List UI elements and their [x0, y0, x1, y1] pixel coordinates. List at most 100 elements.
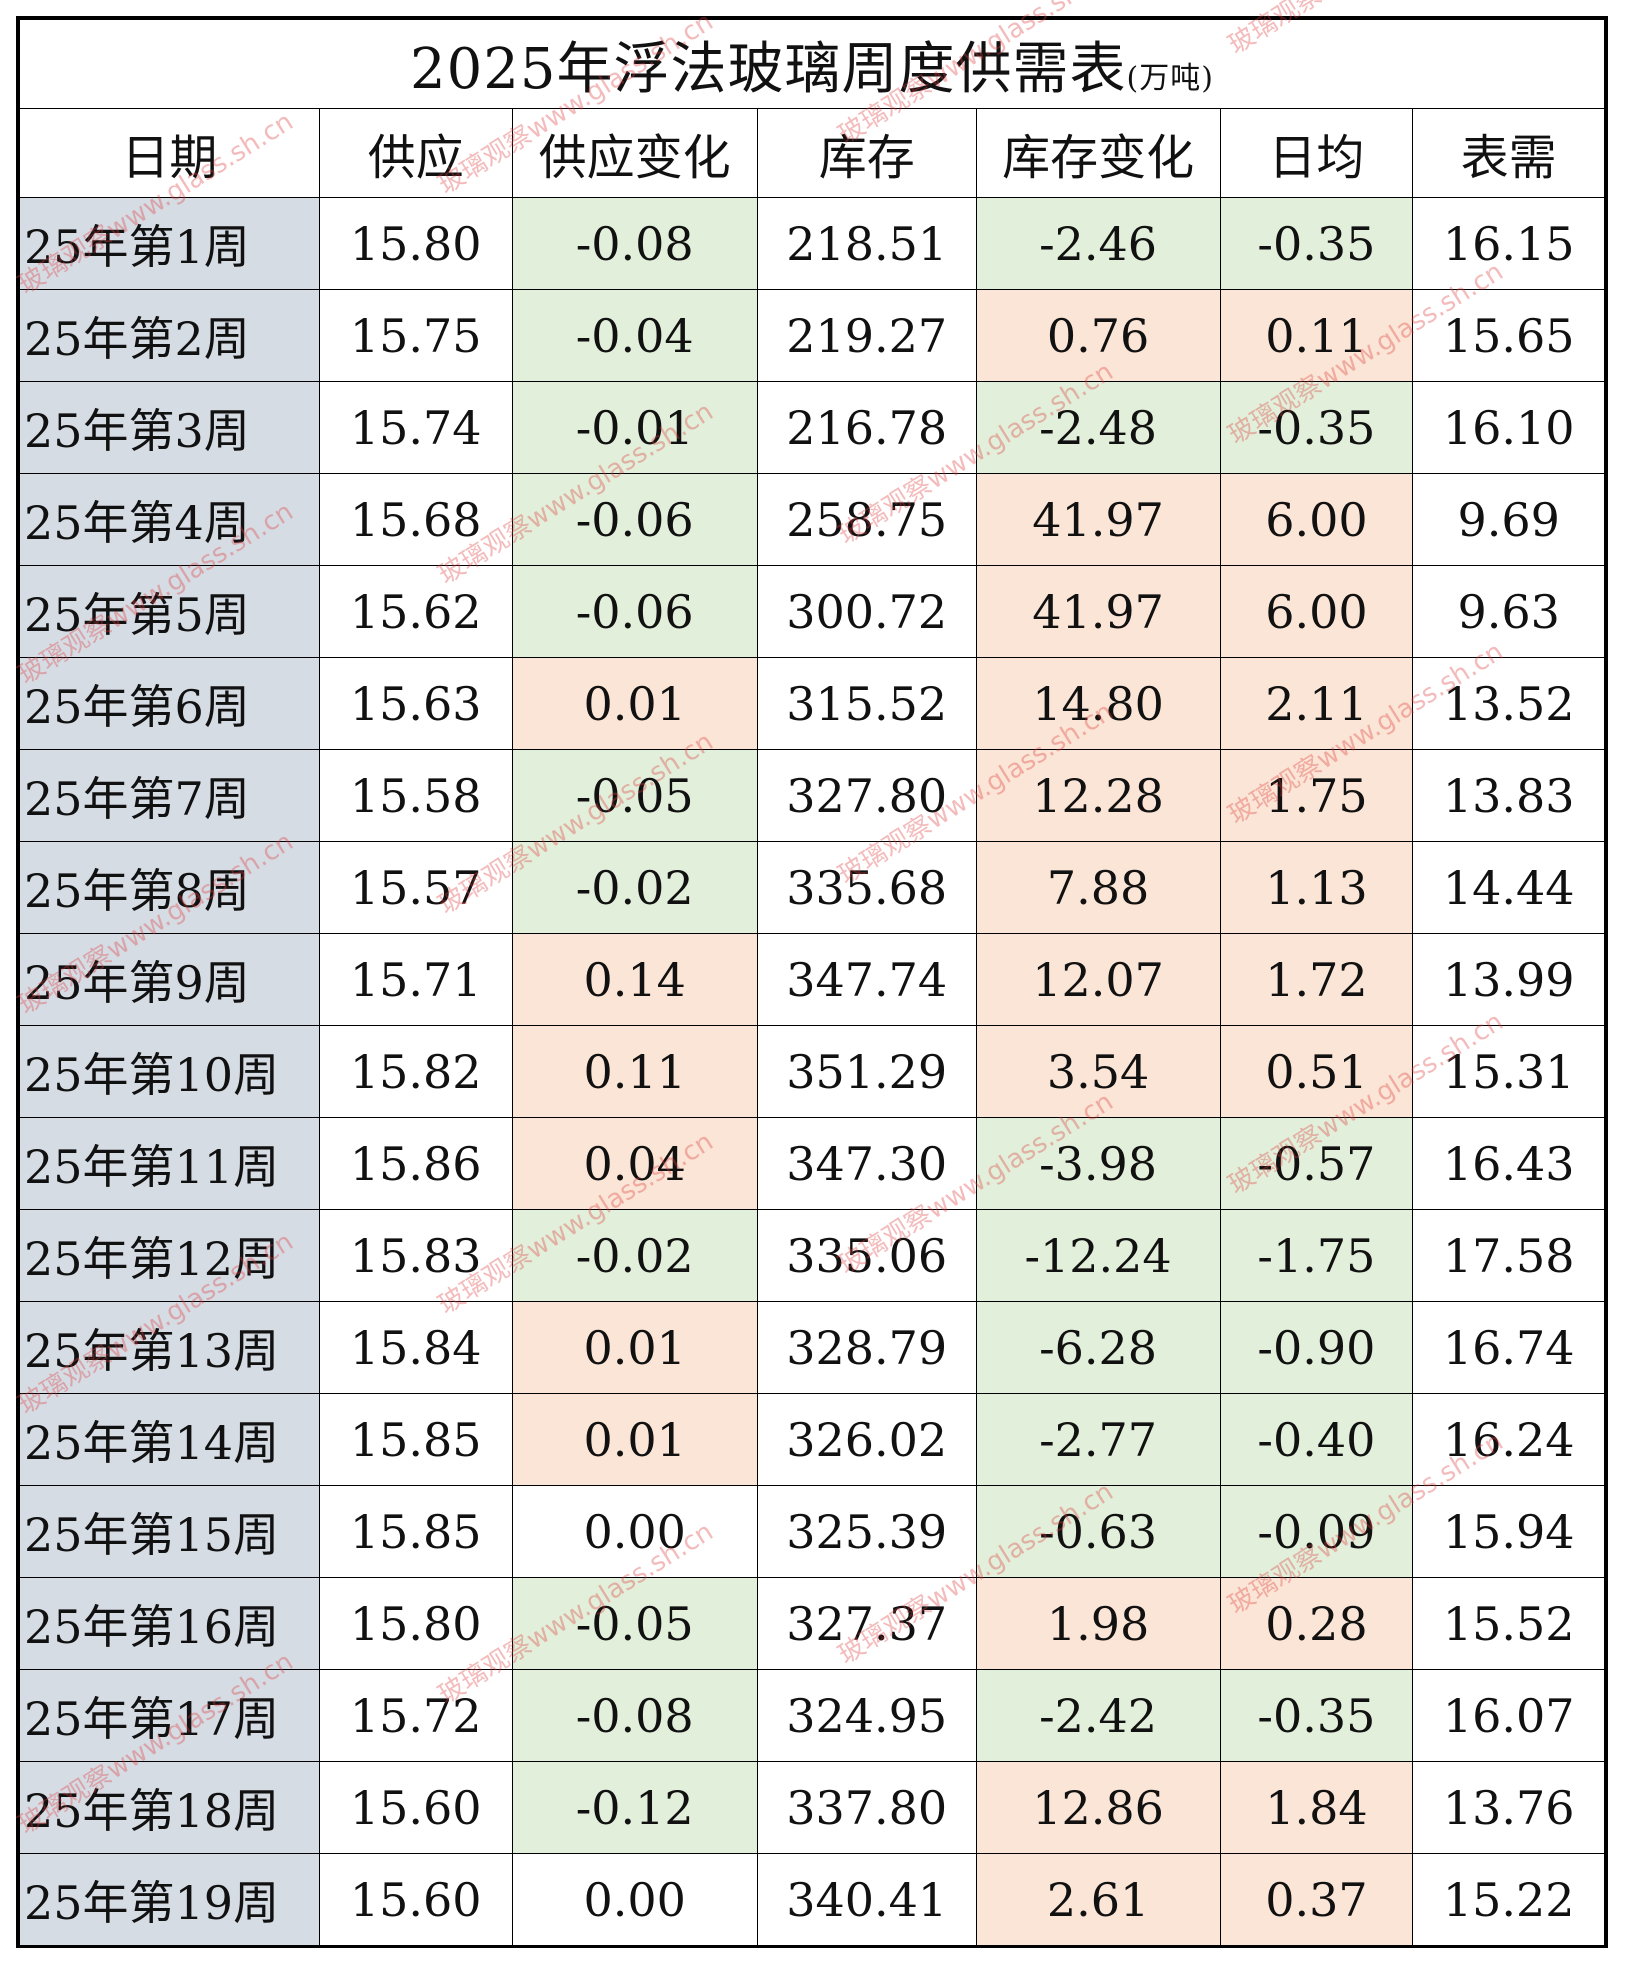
stock-cell: 218.51 — [756, 197, 977, 290]
supply-change-cell: 0.00 — [511, 1853, 758, 1946]
stock-cell: 335.68 — [756, 841, 977, 934]
supply-change-cell: -0.06 — [511, 565, 758, 658]
stock-change-cell: 2.61 — [975, 1853, 1221, 1946]
supply-change-cell: -0.02 — [511, 841, 758, 934]
daily-cell: -1.75 — [1219, 1209, 1414, 1302]
stock-change-cell: 41.97 — [975, 565, 1221, 658]
date-cell: 25年第10周 — [19, 1025, 320, 1118]
demand-cell: 16.15 — [1412, 197, 1605, 290]
supply-change-cell: 0.01 — [511, 1301, 758, 1394]
demand-cell: 9.63 — [1412, 565, 1605, 658]
date-cell: 25年第2周 — [19, 289, 320, 382]
header-date: 日期 — [19, 108, 320, 198]
supply-cell: 15.85 — [318, 1485, 513, 1578]
date-cell: 25年第1周 — [19, 197, 320, 290]
supply-change-cell: -0.02 — [511, 1209, 758, 1302]
stock-change-cell: -2.46 — [975, 197, 1221, 290]
supply-change-cell: -0.05 — [511, 749, 758, 842]
stock-cell: 335.06 — [756, 1209, 977, 1302]
demand-cell: 15.22 — [1412, 1853, 1605, 1946]
date-cell: 25年第15周 — [19, 1485, 320, 1578]
stock-change-cell: -12.24 — [975, 1209, 1221, 1302]
supply-change-cell: 0.01 — [511, 1393, 758, 1486]
stock-cell: 326.02 — [756, 1393, 977, 1486]
demand-cell: 15.94 — [1412, 1485, 1605, 1578]
header-supply-change: 供应变化 — [511, 108, 758, 198]
supply-change-cell: -0.12 — [511, 1761, 758, 1854]
supply-change-cell: 0.04 — [511, 1117, 758, 1210]
demand-cell: 13.83 — [1412, 749, 1605, 842]
supply-change-cell: -0.05 — [511, 1577, 758, 1670]
demand-cell: 9.69 — [1412, 473, 1605, 566]
header-stock-change: 库存变化 — [975, 108, 1221, 198]
header-stock: 库存 — [756, 108, 977, 198]
supply-cell: 15.84 — [318, 1301, 513, 1394]
date-cell: 25年第12周 — [19, 1209, 320, 1302]
table-row: 25年第6周 15.63 0.01 315.52 14.80 2.11 13.52 — [19, 657, 1605, 750]
header-supply: 供应 — [318, 108, 513, 198]
stock-change-cell: -0.63 — [975, 1485, 1221, 1578]
stock-cell: 325.39 — [756, 1485, 977, 1578]
daily-cell: -0.40 — [1219, 1393, 1414, 1486]
table-row: 25年第5周 15.62 -0.06 300.72 41.97 6.00 9.63 — [19, 565, 1605, 658]
stock-change-cell: -3.98 — [975, 1117, 1221, 1210]
supply-cell: 15.74 — [318, 381, 513, 474]
data-table-sheet: 2025年浮法玻璃周度供需表(万吨) 日期 供应 供应变化 库存 库存变化 日均… — [16, 16, 1608, 1948]
date-cell: 25年第11周 — [19, 1117, 320, 1210]
supply-change-cell: -0.04 — [511, 289, 758, 382]
stock-cell: 324.95 — [756, 1669, 977, 1762]
table-row: 25年第19周 15.60 0.00 340.41 2.61 0.37 15.22 — [19, 1853, 1605, 1946]
daily-cell: 1.84 — [1219, 1761, 1414, 1854]
stock-cell: 327.37 — [756, 1577, 977, 1670]
supply-change-cell: -0.08 — [511, 197, 758, 290]
date-cell: 25年第19周 — [19, 1853, 320, 1946]
header-daily: 日均 — [1219, 108, 1414, 198]
daily-cell: 0.37 — [1219, 1853, 1414, 1946]
demand-cell: 16.07 — [1412, 1669, 1605, 1762]
title-row: 2025年浮法玻璃周度供需表(万吨) — [19, 19, 1605, 109]
demand-cell: 15.65 — [1412, 289, 1605, 382]
supply-cell: 15.83 — [318, 1209, 513, 1302]
stock-cell: 219.27 — [756, 289, 977, 382]
date-cell: 25年第5周 — [19, 565, 320, 658]
demand-cell: 13.52 — [1412, 657, 1605, 750]
supply-cell: 15.85 — [318, 1393, 513, 1486]
stock-change-cell: -2.42 — [975, 1669, 1221, 1762]
stock-change-cell: -6.28 — [975, 1301, 1221, 1394]
daily-cell: 1.75 — [1219, 749, 1414, 842]
stock-cell: 337.80 — [756, 1761, 977, 1854]
supply-change-cell: -0.01 — [511, 381, 758, 474]
demand-cell: 13.76 — [1412, 1761, 1605, 1854]
date-cell: 25年第16周 — [19, 1577, 320, 1670]
stock-cell: 351.29 — [756, 1025, 977, 1118]
stock-cell: 340.41 — [756, 1853, 977, 1946]
date-cell: 25年第6周 — [19, 657, 320, 750]
stock-change-cell: -2.77 — [975, 1393, 1221, 1486]
supply-change-cell: 0.00 — [511, 1485, 758, 1578]
supply-cell: 15.72 — [318, 1669, 513, 1762]
supply-change-cell: 0.01 — [511, 657, 758, 750]
table-row: 25年第18周 15.60 -0.12 337.80 12.86 1.84 13.76 — [19, 1761, 1605, 1854]
table-row: 25年第9周 15.71 0.14 347.74 12.07 1.72 13.99 — [19, 933, 1605, 1026]
date-cell: 25年第7周 — [19, 749, 320, 842]
stock-cell: 258.75 — [756, 473, 977, 566]
supply-cell: 15.75 — [318, 289, 513, 382]
stock-change-cell: 0.76 — [975, 289, 1221, 382]
stock-cell: 347.30 — [756, 1117, 977, 1210]
supply-change-cell: -0.06 — [511, 473, 758, 566]
stock-cell: 328.79 — [756, 1301, 977, 1394]
demand-cell: 14.44 — [1412, 841, 1605, 934]
stock-change-cell: 12.07 — [975, 933, 1221, 1026]
daily-cell: 1.72 — [1219, 933, 1414, 1026]
table-row: 25年第11周 15.86 0.04 347.30 -3.98 -0.57 16.43 — [19, 1117, 1605, 1210]
demand-cell: 13.99 — [1412, 933, 1605, 1026]
title-text: 2025年浮法玻璃周度供需表 — [410, 36, 1127, 102]
stock-change-cell: -2.48 — [975, 381, 1221, 474]
unit-text: (万吨) — [1126, 60, 1214, 96]
stock-change-cell: 1.98 — [975, 1577, 1221, 1670]
supply-cell: 15.80 — [318, 197, 513, 290]
daily-cell: 0.11 — [1219, 289, 1414, 382]
table-row: 25年第12周 15.83 -0.02 335.06 -12.24 -1.75 17.58 — [19, 1209, 1605, 1302]
stock-cell: 315.52 — [756, 657, 977, 750]
demand-cell: 15.52 — [1412, 1577, 1605, 1670]
